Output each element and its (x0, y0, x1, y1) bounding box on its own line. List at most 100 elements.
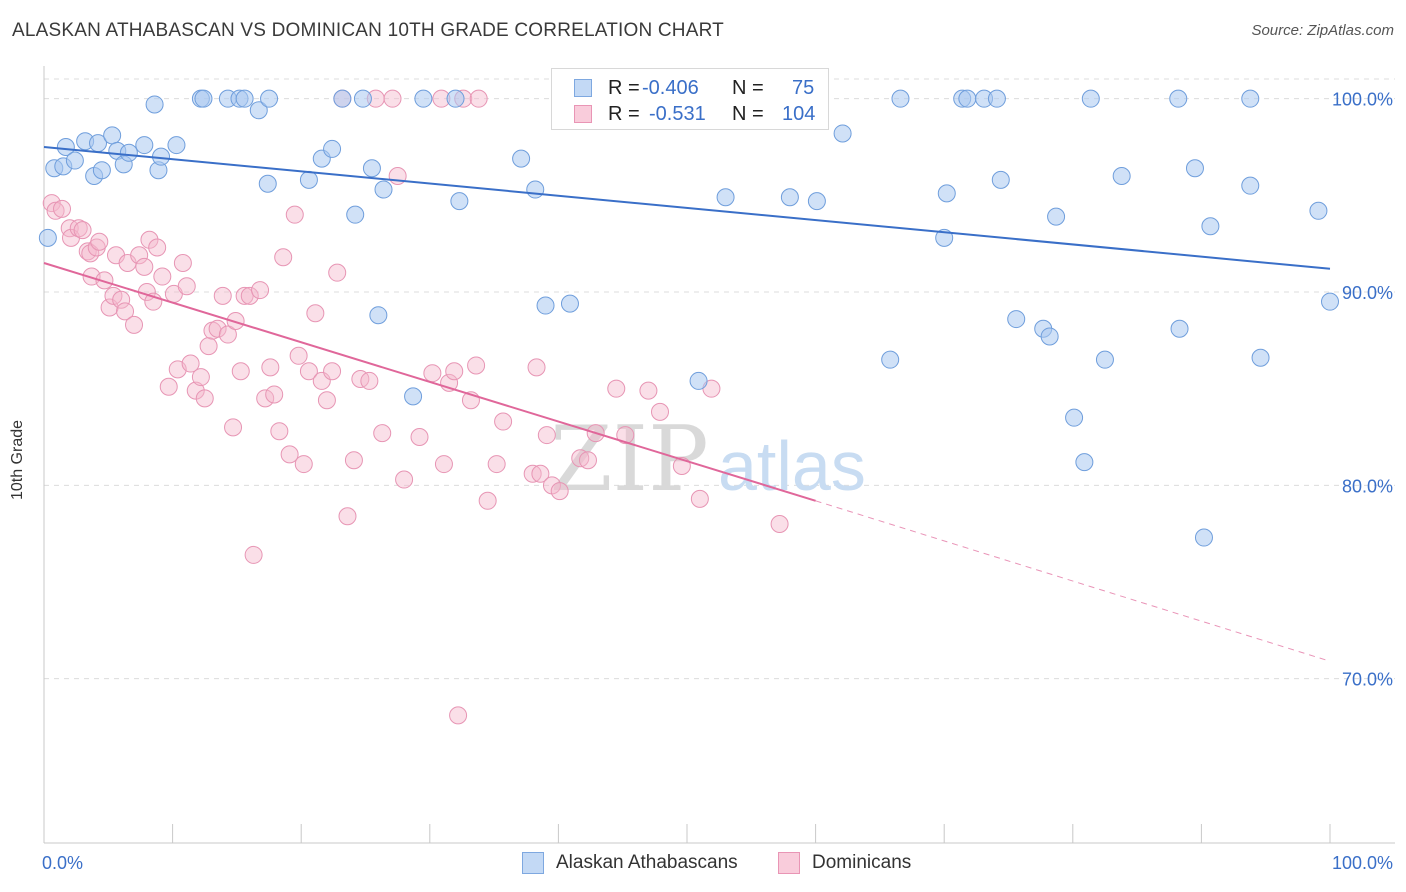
dominican-point (280, 445, 299, 464)
watermark-atlas: atlas (718, 427, 866, 505)
dominican-point (395, 470, 414, 489)
athabascan-point (299, 170, 318, 189)
athabascan-point (194, 89, 213, 108)
athabascan-point (1321, 292, 1339, 311)
athabascan-point (1081, 89, 1100, 108)
dominican-point (208, 319, 227, 338)
athabascan-point (881, 350, 900, 369)
dominican-point (231, 362, 250, 381)
dominican-point (235, 286, 254, 305)
dominican-point (487, 455, 506, 474)
athabascan-point (369, 306, 388, 325)
legend-r-label: R = (608, 77, 640, 99)
trend-lines (43, 146, 1331, 662)
dominican-point (373, 424, 392, 443)
y-tick-label: 70.0% (1342, 670, 1393, 690)
dominican-trend-line (43, 262, 816, 502)
athabascan-point (512, 149, 531, 168)
stats-legend: R = -0.406 N = 75 R = -0.531 N = 104 (551, 68, 829, 130)
athabascan-point (1065, 408, 1084, 427)
athabascan-point (1007, 310, 1026, 329)
dominican-point (467, 356, 486, 375)
dominican-point (523, 464, 542, 483)
dominican-point (527, 358, 546, 377)
dominican-point (46, 201, 65, 220)
athabascan-point (1112, 167, 1131, 185)
athabascan-point (1075, 453, 1094, 472)
y-tick-label: 90.0% (1342, 283, 1393, 303)
athabascan-point (526, 180, 545, 199)
athabascan-point (103, 126, 122, 145)
dominican-point (445, 362, 464, 381)
dominican-point (571, 449, 590, 468)
y-tick-label: 100.0% (1332, 90, 1393, 110)
dominican-point (90, 232, 109, 251)
athabascan-point (1040, 327, 1059, 346)
dominican-point (78, 242, 97, 261)
dominican-point (410, 428, 429, 446)
dominican-point (550, 482, 569, 501)
dominican-point (383, 89, 402, 108)
dominican-point (423, 364, 442, 383)
dominican-point (351, 370, 370, 388)
athabascan-point (991, 170, 1010, 189)
dominican-point (299, 362, 318, 381)
athabascan-point (1047, 207, 1066, 226)
bottom-legend-swatch-pink (778, 852, 800, 874)
dominican-point (226, 312, 245, 330)
dominican-point (616, 426, 635, 445)
athabascan-point (145, 95, 164, 114)
dominican-point (148, 238, 167, 257)
athabascan-point (404, 387, 423, 406)
dominican-point (478, 491, 497, 510)
dominican-point (140, 230, 159, 249)
legend-n-value: 104 (782, 103, 816, 125)
athabascan-point (135, 136, 154, 155)
athabascan-point (260, 89, 279, 108)
athabascan-point (1194, 528, 1213, 547)
dominican-point (53, 199, 72, 218)
dominican-point (213, 286, 232, 305)
athabascan-point (689, 371, 708, 390)
athabascan-point (1170, 319, 1189, 338)
athabascan-trend-line (43, 146, 1331, 270)
legend-n-label: N = (732, 103, 764, 125)
athabascan-point (891, 89, 910, 108)
dominican-point (73, 221, 92, 240)
athabascan-point (987, 89, 1006, 108)
bottom-legend-swatch-blue (522, 852, 544, 874)
legend-n-value: 75 (792, 77, 815, 99)
athabascan-point (1309, 201, 1328, 220)
athabascan-point (258, 174, 277, 193)
athabascan-point (780, 188, 799, 207)
dominican-point (607, 379, 626, 398)
athabascan-point (716, 188, 735, 207)
athabascan-point (167, 136, 186, 155)
athabascan-point (323, 139, 342, 158)
athabascan-point (446, 89, 465, 108)
x-tick-label: 0.0% (42, 853, 83, 873)
dominican-point (159, 377, 178, 396)
dominican-point (95, 271, 114, 290)
dominican-point (195, 389, 214, 408)
athabascan-point (833, 124, 852, 143)
dominican-point (344, 451, 363, 470)
dominican-point (181, 354, 200, 373)
dominican-point (770, 515, 789, 533)
athabascan-point (374, 180, 393, 199)
dominican-point (153, 267, 172, 286)
chart-source: Source: ZipAtlas.com (1251, 22, 1394, 39)
dominican-trend-extension (815, 500, 1331, 662)
dominican-point (639, 381, 658, 400)
athabascan-point (1241, 176, 1260, 195)
dominican-point (531, 464, 550, 483)
dominican-point (690, 489, 709, 508)
dominican-point (323, 362, 342, 381)
dominican-point (328, 263, 347, 282)
dominican-point (251, 281, 270, 300)
legend-swatch-blue (574, 79, 592, 97)
watermark: ZIP atlas (550, 407, 866, 512)
dominican-point (294, 455, 313, 474)
dominican-point (306, 304, 325, 323)
